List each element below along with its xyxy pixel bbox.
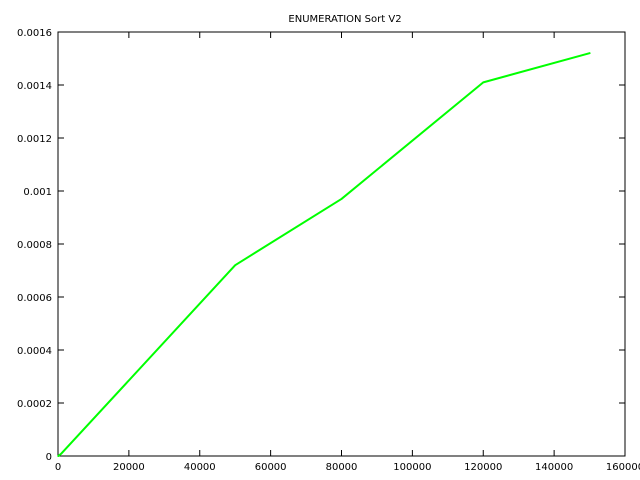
data-point <box>234 264 236 267</box>
plot-frame <box>57 31 626 457</box>
y-tick-label: 0.0012 <box>17 134 52 145</box>
data-point <box>340 198 343 200</box>
chart-title: ENUMERATION Sort V2 <box>288 14 401 25</box>
x-tick-label: 120000 <box>464 462 502 473</box>
x-tick-label: 20000 <box>113 462 145 473</box>
data-point <box>482 81 485 84</box>
series-line-0 <box>57 52 591 457</box>
y-tick-label: 0.0008 <box>17 240 52 251</box>
x-tick-label: 100000 <box>393 462 431 473</box>
y-tick-label: 0.0006 <box>17 293 52 304</box>
data-point <box>57 455 60 457</box>
x-tick-label: 40000 <box>184 462 216 473</box>
plot-area: 0 20000 40000 60000 80000 100000 120000 140000 1… <box>17 28 640 473</box>
y-tick-label: 0.0004 <box>17 346 52 357</box>
data-point <box>588 52 591 54</box>
y-tick-label: 0.0016 <box>17 28 52 39</box>
data-point <box>60 452 63 455</box>
x-tick-label: 80000 <box>326 462 358 473</box>
y-tick-label: 0.001 <box>23 187 52 198</box>
y-tick-label: 0.0014 <box>17 81 52 92</box>
x-tick-label: 0 <box>55 462 61 473</box>
x-tick-label: 140000 <box>535 462 573 473</box>
y-tick-label: 0 <box>46 452 52 463</box>
x-tick-label: 60000 <box>255 462 287 473</box>
y-tick-label: 0.0002 <box>17 399 52 410</box>
